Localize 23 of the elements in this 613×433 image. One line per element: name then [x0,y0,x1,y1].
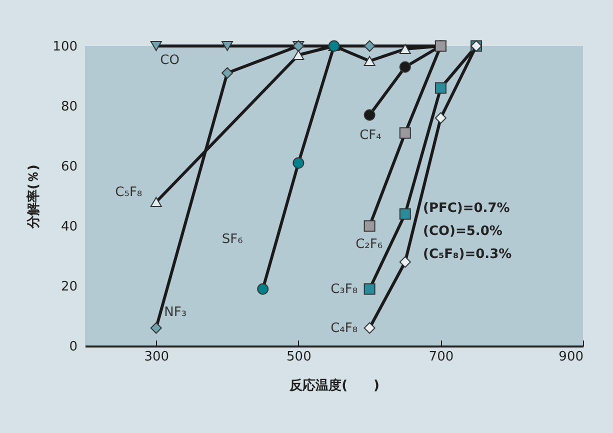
series-label: NF₃ [164,305,187,320]
annotation: (PFC)=0.7% [423,201,510,216]
series-label: C₂F₆ [356,237,383,252]
series-label: CF₄ [360,128,382,143]
series-label: C₅F₈ [115,185,142,200]
y-axis-title: 分解率(％) [26,164,42,230]
y-tick-label: 60 [60,160,78,174]
series-label: CO [160,53,180,68]
y-tick-label: 100 [52,40,78,54]
y-tick-label: 40 [60,220,78,234]
x-tick-label: 500 [286,350,312,364]
y-tick-label: 20 [60,280,78,294]
x-tick-label: 900 [558,350,584,364]
y-tick-label: 0 [69,340,78,354]
series-label: C₄F₈ [330,321,358,336]
y-tick-label: 80 [60,100,78,114]
x-tick-label: 700 [428,350,454,364]
x-tick-label: 300 [144,350,170,364]
annotation: (CO)=5.0% [423,224,502,239]
annotation: (C₅F₈)=0.3% [423,247,512,262]
text: SF₆ [222,232,243,247]
series-label: C₃F₈ [330,282,358,297]
x-axis-title: 反応温度( ) [288,378,380,394]
